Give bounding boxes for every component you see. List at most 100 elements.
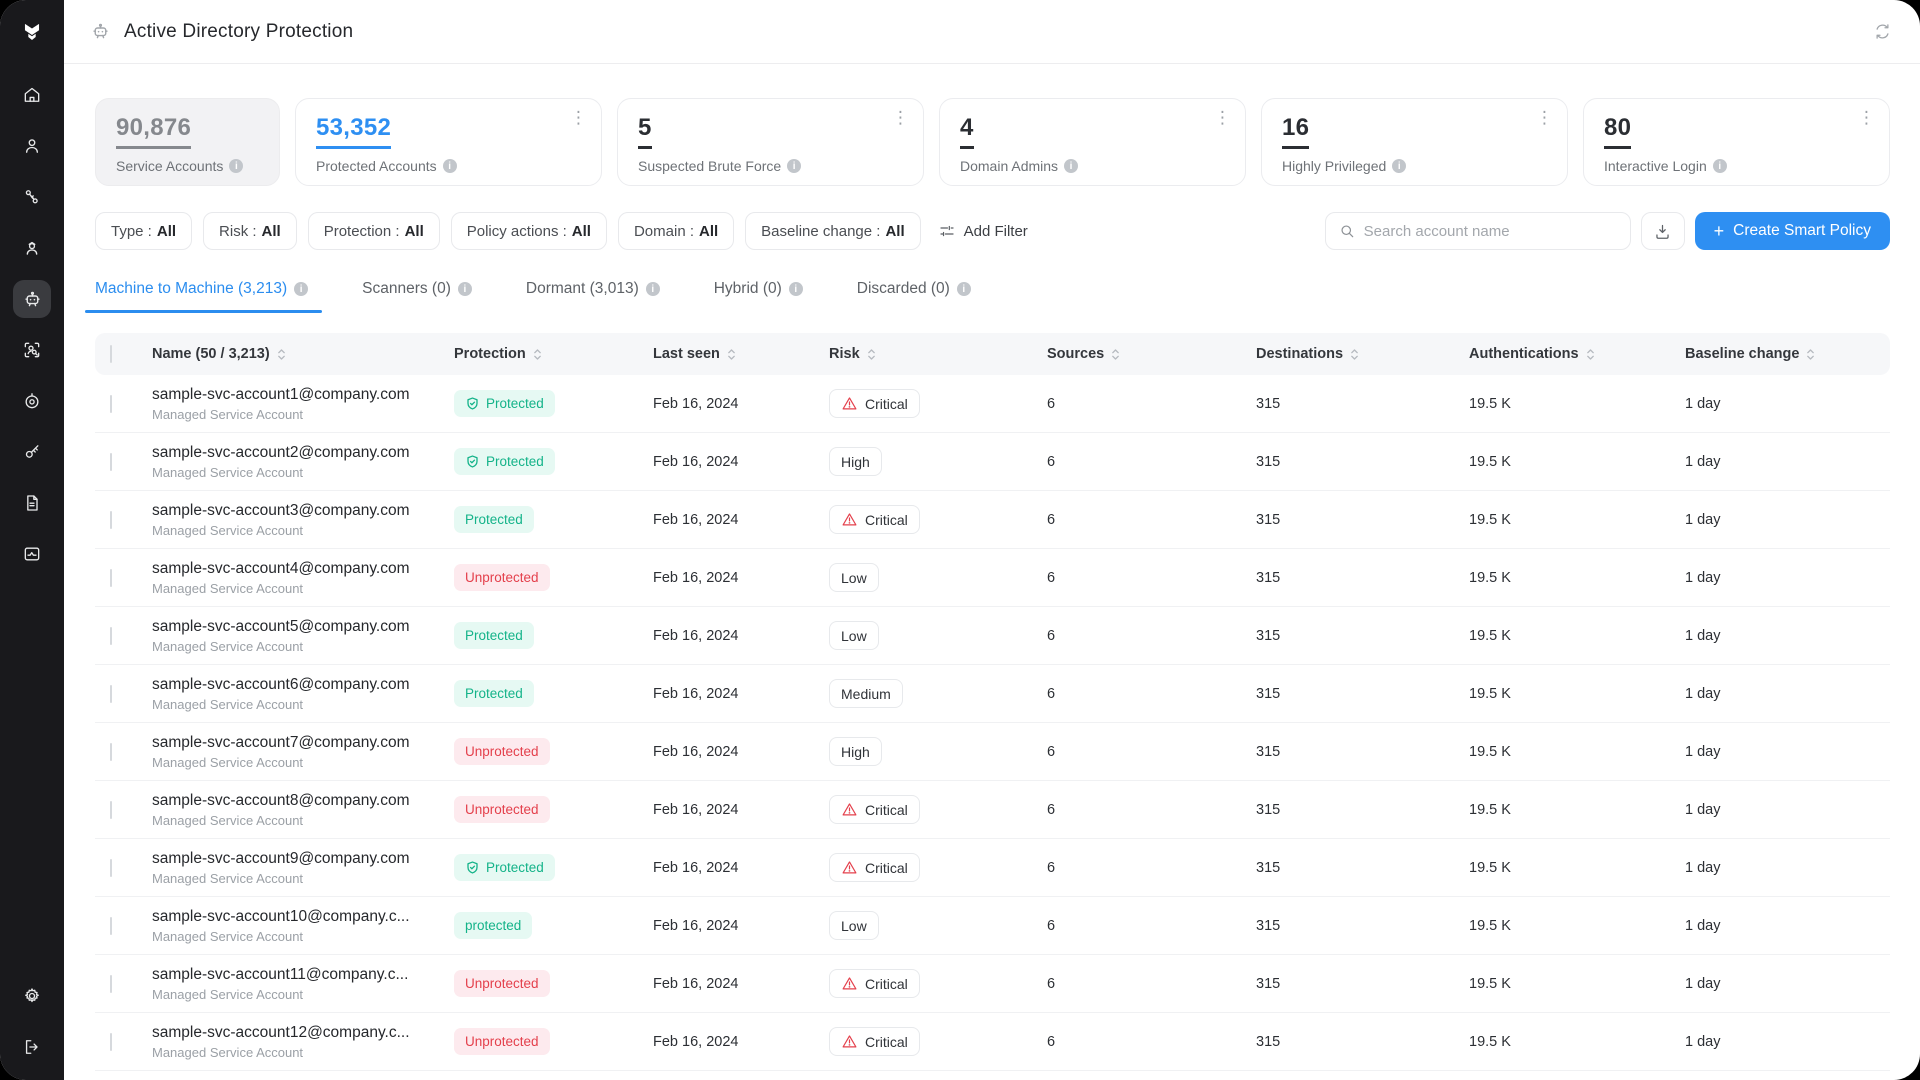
filter-chip-protection[interactable]: Protection : All xyxy=(307,212,440,250)
tab-hybrid[interactable]: Hybrid (0) i xyxy=(714,280,803,313)
select-all-checkbox[interactable] xyxy=(110,345,112,363)
row-checkbox[interactable] xyxy=(110,974,112,993)
stat-card-suspected-brute-force[interactable]: 5 Suspected Brute Force i ⋮ xyxy=(617,98,924,186)
table-row[interactable]: sample-svc-account4@company.com Managed S… xyxy=(95,549,1890,607)
radar-icon xyxy=(22,391,42,411)
row-checkbox[interactable] xyxy=(110,1032,112,1051)
table-row[interactable]: sample-svc-account12@company.c... Managed… xyxy=(95,1013,1890,1071)
kebab-menu-icon[interactable]: ⋮ xyxy=(1214,108,1231,127)
stat-card-highly-privileged[interactable]: 16 Highly Privileged i ⋮ xyxy=(1261,98,1568,186)
stat-label: Highly Privileged i xyxy=(1282,158,1547,174)
row-checkbox[interactable] xyxy=(110,568,112,587)
protection-cell: Unprotected xyxy=(454,796,653,823)
row-checkbox[interactable] xyxy=(110,452,112,471)
stat-card-domain-admins[interactable]: 4 Domain Admins i ⋮ xyxy=(939,98,1246,186)
sidebar-item-user-discovery[interactable] xyxy=(13,331,51,369)
column-header-authentications[interactable]: Authentications xyxy=(1469,346,1685,362)
kebab-menu-icon[interactable]: ⋮ xyxy=(1536,108,1553,127)
table-row[interactable]: sample-svc-account1@company.com Managed S… xyxy=(95,375,1890,433)
sources-cell: 6 xyxy=(1047,1033,1056,1050)
table-row[interactable]: sample-svc-account8@company.com Managed S… xyxy=(95,781,1890,839)
table-row[interactable]: sample-svc-account6@company.com Managed S… xyxy=(95,665,1890,723)
table-row[interactable]: sample-svc-account2@company.com Managed S… xyxy=(95,433,1890,491)
filter-chip-domain[interactable]: Domain : All xyxy=(617,212,735,250)
row-checkbox[interactable] xyxy=(110,800,112,819)
export-button[interactable] xyxy=(1640,212,1685,250)
column-header-protection[interactable]: Protection xyxy=(454,346,653,362)
column-header-sources[interactable]: Sources xyxy=(1047,346,1256,362)
refresh-icon[interactable] xyxy=(1873,22,1892,41)
warning-triangle-icon xyxy=(841,511,858,528)
protection-label: protected xyxy=(465,918,522,933)
tab-discarded[interactable]: Discarded (0) i xyxy=(857,280,971,313)
table-row[interactable]: sample-svc-account9@company.com Managed S… xyxy=(95,839,1890,897)
stat-card-interactive-login[interactable]: 80 Interactive Login i ⋮ xyxy=(1583,98,1890,186)
filter-chip-risk[interactable]: Risk : All xyxy=(203,212,297,250)
authentications-cell: 19.5 K xyxy=(1469,511,1511,528)
last-seen-cell: Feb 16, 2024 xyxy=(653,801,739,818)
sources-cell: 6 xyxy=(1047,511,1056,528)
row-checkbox[interactable] xyxy=(110,626,112,645)
kebab-menu-icon[interactable]: ⋮ xyxy=(1858,108,1875,127)
sidebar-item-access-key[interactable] xyxy=(13,433,51,471)
info-icon: i xyxy=(294,282,309,296)
tab-scanners[interactable]: Scanners (0) i xyxy=(362,280,472,313)
kebab-menu-icon[interactable]: ⋮ xyxy=(570,108,587,127)
protection-cell: Protected xyxy=(454,390,653,417)
last-seen-cell: Feb 16, 2024 xyxy=(653,569,739,586)
tab-dormant[interactable]: Dormant (3,013) i xyxy=(526,280,660,313)
row-checkbox[interactable] xyxy=(110,684,112,703)
sidebar-item-service-accounts[interactable] xyxy=(13,280,51,318)
row-checkbox[interactable] xyxy=(110,394,112,413)
column-header-baseline-change[interactable]: Baseline change xyxy=(1685,346,1890,362)
risk-label: Critical xyxy=(865,511,908,528)
row-checkbox[interactable] xyxy=(110,858,112,877)
sources-cell: 6 xyxy=(1047,917,1056,934)
sidebar-item-radar[interactable] xyxy=(13,382,51,420)
app-logo[interactable] xyxy=(0,0,64,64)
table-row[interactable]: sample-svc-account3@company.com Managed S… xyxy=(95,491,1890,549)
plus-icon: + xyxy=(1713,220,1725,241)
tab-label: Discarded (0) xyxy=(856,280,950,297)
last-seen-cell: Feb 16, 2024 xyxy=(653,859,739,876)
table-row[interactable]: sample-svc-account10@company.c... Managed… xyxy=(95,897,1890,955)
add-filter-button[interactable]: Add Filter xyxy=(938,222,1028,240)
stat-value: 53,352 xyxy=(316,114,392,149)
authentications-cell: 19.5 K xyxy=(1469,975,1511,992)
baseline-change-cell: 1 day xyxy=(1685,627,1721,644)
column-header-destinations[interactable]: Destinations xyxy=(1256,346,1469,362)
tab-machine-to-machine[interactable]: Machine to Machine (3,213) i xyxy=(84,280,323,313)
stat-card-service-accounts[interactable]: 90,876 Service Accounts i xyxy=(95,98,280,186)
column-header-risk[interactable]: Risk xyxy=(829,346,1047,362)
warning-triangle-icon xyxy=(841,1033,858,1050)
table-row[interactable]: sample-svc-account11@company.c... Managed… xyxy=(95,955,1890,1013)
filter-chip-baseline-change[interactable]: Baseline change : All xyxy=(745,212,921,250)
sidebar-item-users[interactable] xyxy=(13,127,51,165)
sidebar-item-home[interactable] xyxy=(13,76,51,114)
baseline-change-cell: 1 day xyxy=(1685,917,1721,934)
sidebar-item-policies[interactable] xyxy=(13,535,51,573)
filter-chip-type[interactable]: Type : All xyxy=(95,212,193,250)
column-header-name[interactable]: Name (50 / 3,213) xyxy=(152,346,454,362)
row-checkbox[interactable] xyxy=(110,510,112,529)
baseline-change-cell: 1 day xyxy=(1685,569,1721,586)
search-input[interactable] xyxy=(1363,222,1618,240)
sidebar-item-reports[interactable] xyxy=(13,484,51,522)
filter-chip-policy-actions[interactable]: Policy actions : All xyxy=(450,212,607,250)
sources-cell: 6 xyxy=(1047,453,1056,470)
sidebar-item-credentials[interactable] xyxy=(13,178,51,216)
sidebar-item-settings[interactable] xyxy=(13,977,51,1015)
create-smart-policy-button[interactable]: + Create Smart Policy xyxy=(1694,212,1890,250)
sidebar-item-logout[interactable] xyxy=(13,1028,51,1066)
row-checkbox[interactable] xyxy=(110,916,112,935)
column-header-last-seen[interactable]: Last seen xyxy=(653,346,829,362)
stat-card-protected-accounts[interactable]: 53,352 Protected Accounts i ⋮ xyxy=(295,98,602,186)
table-row[interactable]: sample-svc-account7@company.com Managed S… xyxy=(95,723,1890,781)
baseline-change-cell: 1 day xyxy=(1685,743,1721,760)
row-checkbox[interactable] xyxy=(110,742,112,761)
warning-triangle-icon xyxy=(841,859,858,876)
kebab-menu-icon[interactable]: ⋮ xyxy=(892,108,909,127)
sidebar-item-privileged-user[interactable] xyxy=(13,229,51,267)
main-area: Active Directory Protection 90,876 Servic… xyxy=(64,0,1920,1080)
table-row[interactable]: sample-svc-account5@company.com Managed S… xyxy=(95,607,1890,665)
